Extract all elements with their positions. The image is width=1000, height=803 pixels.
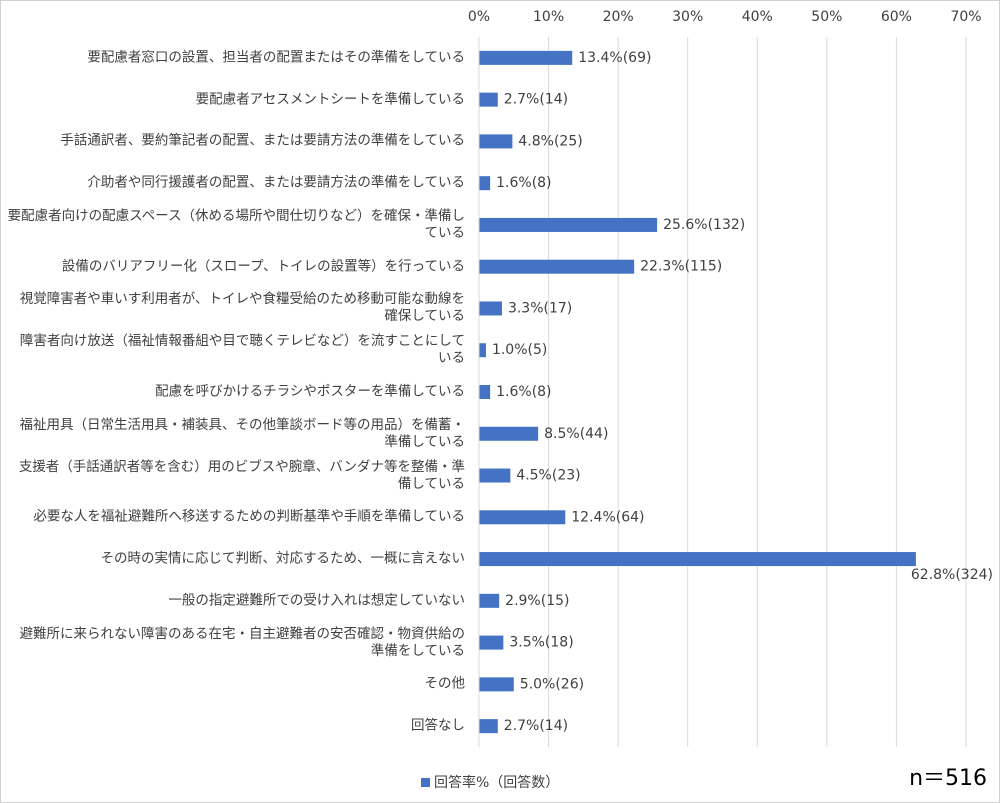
data-label: 12.4%(64)	[571, 509, 644, 525]
data-label: 3.5%(18)	[509, 635, 573, 651]
category-label: その時の実情に応じて判断、対応するため、一概に言えない	[100, 550, 466, 567]
x-tick-label: 30%	[672, 9, 703, 25]
bar	[479, 92, 498, 107]
data-label: 4.5%(23)	[516, 468, 580, 484]
bar	[479, 134, 513, 149]
x-tick-label: 70%	[950, 9, 981, 25]
x-tick-label: 40%	[742, 9, 773, 25]
bar	[479, 50, 573, 65]
data-label: 5.0%(26)	[520, 676, 584, 692]
category-label: 手話通訳者、要約筆記者の配置、または要請方法の準備をしている	[60, 132, 465, 149]
x-tick-label: 60%	[881, 9, 912, 25]
bar	[479, 259, 635, 274]
data-label: 2.9%(15)	[505, 593, 569, 609]
data-label: 8.5%(44)	[544, 426, 608, 442]
category-label: 回答なし	[411, 717, 465, 734]
category-label: 要配慮者窓口の設置、担当者の配置またはその準備をしている	[87, 49, 465, 66]
bar	[479, 217, 658, 232]
data-label: 2.7%(14)	[504, 718, 568, 734]
legend-swatch	[421, 778, 430, 787]
data-label: 62.8%(324)	[911, 567, 993, 583]
bar	[479, 301, 502, 316]
data-label: 13.4%(69)	[578, 50, 651, 66]
category-label: 必要な人を福祉避難所へ移送するための判断基準や手順を準備している	[33, 508, 465, 525]
data-label: 3.3%(17)	[508, 300, 572, 316]
category-label: 視覚障害者や車いす利用者が、トイレや食糧受給のため移動可能な動線を確保している	[19, 291, 465, 325]
category-label: 一般の指定避難所での受け入れは想定していない	[168, 592, 465, 609]
bar	[479, 593, 500, 608]
category-label: 要配慮者アセスメントシートを準備している	[195, 91, 465, 108]
data-label: 1.6%(8)	[496, 175, 551, 191]
category-label: 設備のバリアフリー化（スロープ、トイレの設置等）を行っている	[61, 258, 465, 275]
data-label: 25.6%(132)	[663, 217, 745, 233]
bar	[479, 510, 566, 525]
annotation: n＝516	[909, 766, 987, 791]
bar	[479, 176, 491, 191]
x-tick-label: 20%	[603, 9, 634, 25]
bar	[479, 426, 539, 441]
data-label: 1.6%(8)	[496, 384, 551, 400]
bar	[479, 677, 514, 692]
category-label: 支援者（手話通訳者等を含む）用のビブスや腕章、バンダナ等を整備・準備している	[18, 458, 465, 492]
bar	[479, 635, 504, 650]
x-tick-label: 10%	[533, 9, 564, 25]
bar	[479, 468, 511, 483]
category-label: 介助者や同行援護者の配置、または要請方法の準備をしている	[87, 174, 465, 191]
bar	[479, 343, 486, 358]
category-label: 福祉用具（日常生活用具・補装具、その他筆談ボード等の用品）を備蓄・準備している	[19, 416, 466, 450]
data-label: 1.0%(5)	[492, 342, 547, 358]
category-label: 要配慮者向けの配慮スペース（休める場所や間仕切りなど）を確保・準備している	[7, 207, 465, 241]
x-tick-label: 0%	[468, 9, 490, 25]
category-label: 避難所に来られない障害のある在宅・自主避難者の安否確認・物資供給の準備をしている	[19, 625, 466, 659]
x-tick-label: 50%	[811, 9, 842, 25]
category-label: 配慮を呼びかけるチラシやポスターを準備している	[155, 383, 465, 400]
category-label: その他	[424, 675, 466, 692]
bar	[479, 385, 491, 399]
category-label: 障害者向け放送（福祉情報番組や目で聴くテレビなど）を流すことにしている	[19, 333, 465, 367]
bar	[479, 552, 916, 567]
data-label: 4.8%(25)	[518, 133, 582, 149]
bar	[479, 719, 498, 734]
data-label: 22.3%(115)	[640, 259, 722, 275]
legend-label: 回答率%（回答数）	[434, 774, 559, 791]
data-label: 2.7%(14)	[504, 92, 568, 108]
